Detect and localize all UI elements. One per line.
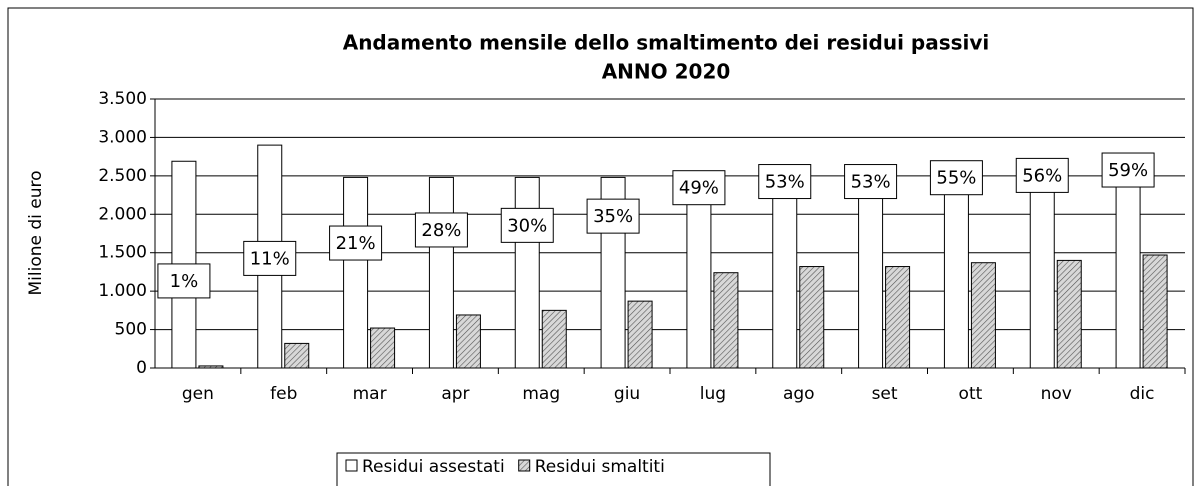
chart-title: Andamento mensile dello smaltimento dei …	[343, 31, 990, 55]
bar	[343, 176, 369, 369]
bar	[943, 176, 969, 369]
bar	[428, 176, 454, 369]
annotation-box	[844, 164, 898, 200]
annotation-box	[243, 240, 297, 276]
annotation-box	[758, 164, 812, 200]
bar	[713, 272, 739, 369]
x-tick-label: dic	[1130, 384, 1155, 404]
bar	[1115, 176, 1141, 369]
legend-box	[336, 452, 771, 486]
y-tick-label: 3.000	[98, 127, 147, 147]
bar	[514, 176, 540, 369]
bar	[686, 176, 712, 369]
legend-label: Residui smaltiti	[535, 457, 665, 477]
legend-swatch	[345, 459, 358, 472]
annotation: 59%	[1108, 160, 1148, 181]
frame	[7, 7, 1194, 486]
annotation: 21%	[336, 233, 376, 254]
annotation: 53%	[765, 172, 805, 193]
x-tick-label: mar	[353, 384, 387, 404]
annotation: 49%	[679, 178, 719, 199]
bar	[627, 300, 653, 369]
y-tick-label: 1.000	[98, 281, 147, 301]
x-tick-label: gen	[182, 384, 214, 404]
bar	[284, 342, 310, 369]
chart-subtitle: ANNO 2020	[602, 60, 731, 84]
bar	[455, 314, 481, 369]
annotation: 11%	[250, 248, 290, 269]
bar	[1056, 259, 1082, 369]
annotation-box	[329, 225, 383, 261]
annotation-box	[586, 198, 640, 234]
x-tick-label: ago	[783, 384, 815, 404]
annotation-box	[1101, 152, 1155, 188]
x-tick-label: lug	[700, 384, 726, 404]
bar	[541, 309, 567, 369]
annotation: 55%	[936, 168, 976, 189]
y-axis-label: Milione di euro	[26, 170, 46, 295]
y-tick-label: 2.500	[98, 166, 147, 186]
legend-label: Residui assestati	[362, 457, 505, 477]
bar	[1029, 175, 1055, 369]
x-tick-label: mag	[522, 384, 560, 404]
x-tick-label: feb	[270, 384, 297, 404]
annotation-box	[157, 263, 211, 299]
bar	[970, 262, 996, 369]
annotation: 35%	[593, 206, 633, 227]
annotation-box	[500, 207, 554, 243]
annotation: 1%	[170, 271, 199, 292]
annotation: 53%	[851, 172, 891, 193]
y-tick-label: 3.500	[98, 89, 147, 109]
annotation-box	[672, 170, 726, 206]
bar	[370, 327, 396, 369]
bar	[858, 176, 884, 369]
legend-swatch	[518, 459, 531, 472]
bar	[1142, 254, 1168, 369]
y-tick-label: 0	[136, 358, 147, 378]
annotation: 56%	[1022, 165, 1062, 186]
annotation-box	[414, 212, 468, 248]
bar	[772, 176, 798, 369]
x-tick-label: giu	[614, 384, 640, 404]
annotation-box	[929, 160, 983, 196]
bar	[885, 266, 911, 369]
x-tick-label: nov	[1041, 384, 1072, 404]
annotation: 28%	[421, 220, 461, 241]
annotation-box	[1015, 157, 1069, 193]
y-tick-label: 1.500	[98, 243, 147, 263]
y-tick-label: 2.000	[98, 204, 147, 224]
bar	[799, 266, 825, 369]
x-tick-label: set	[872, 384, 898, 404]
x-tick-label: ott	[959, 384, 983, 404]
y-tick-label: 500	[115, 320, 147, 340]
x-tick-label: apr	[441, 384, 469, 404]
annotation: 30%	[507, 215, 547, 236]
